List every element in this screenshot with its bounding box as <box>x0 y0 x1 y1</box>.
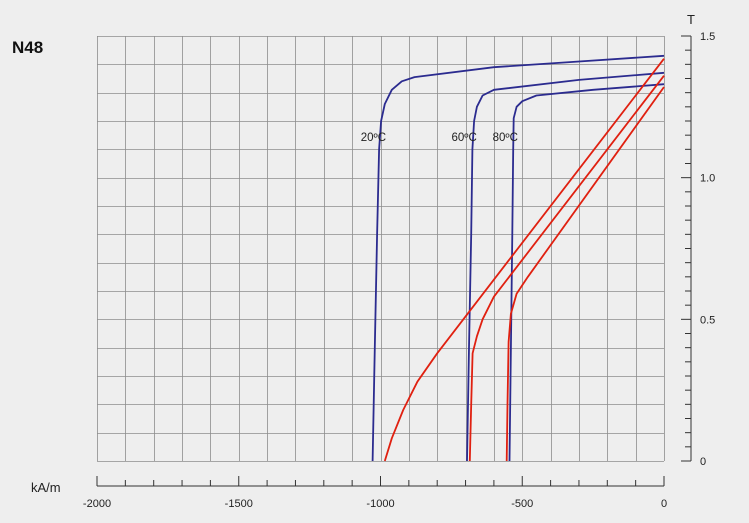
b-curve-80c <box>505 86 665 462</box>
b-curve-60c <box>468 75 665 462</box>
b-curve-20c <box>383 58 665 462</box>
grid <box>97 36 665 462</box>
labels: -2000 -1500 -1000 -500 0 kA/m 0 0.5 1.0 1.5 T 20ºC 6… <box>31 12 715 510</box>
y-tick-label: 0 <box>700 456 706 468</box>
j-curve-80c <box>508 83 665 462</box>
j-curve-20c <box>371 54 665 462</box>
x-tick-label: 0 <box>661 498 667 510</box>
x-tick-label: -500 <box>511 498 533 510</box>
y-tick-label: 1.0 <box>700 173 715 185</box>
x-tick-label: -1500 <box>225 498 253 510</box>
temperature-label: 20ºC <box>361 132 386 144</box>
y-tick-label: 1.5 <box>700 31 715 43</box>
x-tick-label: -1000 <box>366 498 394 510</box>
series-group <box>371 54 665 462</box>
temperature-label: 80ºC <box>493 132 518 144</box>
temperature-label: 60ºC <box>451 132 476 144</box>
axes <box>96 35 692 487</box>
y-axis-unit: T <box>687 12 695 27</box>
j-curve-60c <box>466 71 665 462</box>
y-tick-label: 0.5 <box>700 314 715 326</box>
chart-title: N48 <box>12 38 43 57</box>
x-axis-unit: kA/m <box>31 480 61 495</box>
x-tick-label: -2000 <box>83 498 111 510</box>
plot-area <box>97 36 664 461</box>
